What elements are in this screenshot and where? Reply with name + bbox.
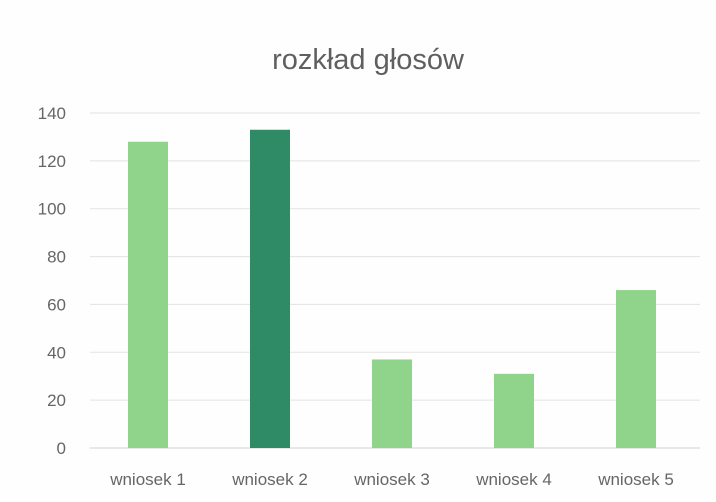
x-category-label: wniosek 5 bbox=[597, 470, 674, 489]
gridlines bbox=[90, 112, 700, 449]
y-tick-label: 100 bbox=[38, 200, 66, 219]
y-tick-label: 20 bbox=[47, 391, 66, 410]
x-category-label: wniosek 3 bbox=[353, 470, 430, 489]
y-tick-label: 140 bbox=[38, 104, 66, 123]
bars bbox=[128, 129, 656, 448]
y-tick-label: 40 bbox=[47, 343, 66, 362]
y-axis-tick-labels: 0 20 40 60 80 100 120 140 bbox=[38, 104, 66, 458]
y-tick-label: 60 bbox=[47, 295, 66, 314]
bar-1 bbox=[128, 141, 168, 448]
y-tick-label: 120 bbox=[38, 152, 66, 171]
chart-title: rozkład głosów bbox=[272, 44, 465, 76]
bar-5 bbox=[616, 290, 656, 448]
x-axis-category-labels: wniosek 1 wniosek 2 wniosek 3 wniosek 4 wnio… bbox=[109, 470, 674, 489]
x-category-label: wniosek 4 bbox=[475, 470, 552, 489]
bar-4 bbox=[494, 373, 534, 448]
y-tick-label: 0 bbox=[57, 439, 66, 458]
x-category-label: wniosek 2 bbox=[231, 470, 308, 489]
bar-3 bbox=[372, 359, 412, 448]
bar-2 bbox=[250, 129, 290, 448]
x-category-label: wniosek 1 bbox=[109, 470, 186, 489]
y-tick-label: 80 bbox=[47, 248, 66, 267]
